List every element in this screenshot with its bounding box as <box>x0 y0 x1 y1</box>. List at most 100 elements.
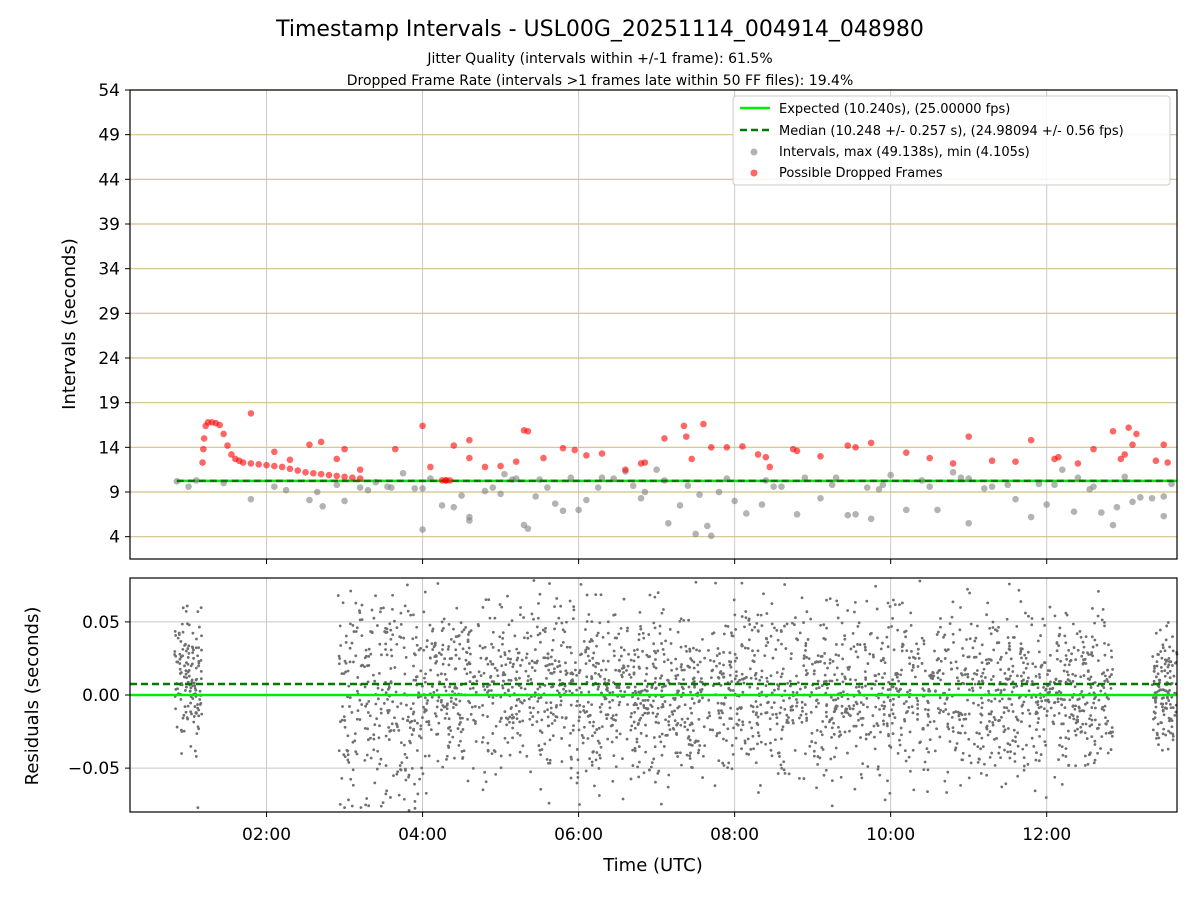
residual-point <box>410 719 414 723</box>
residual-point <box>355 752 359 756</box>
residual-point <box>439 672 443 676</box>
residual-point <box>644 723 647 727</box>
residual-point <box>722 737 725 741</box>
residual-point <box>686 728 690 732</box>
residual-point <box>431 627 435 631</box>
residual-point <box>449 700 453 703</box>
residual-point <box>549 711 553 715</box>
residual-point <box>688 738 692 742</box>
residual-point <box>187 674 191 678</box>
residual-point <box>991 620 995 624</box>
residual-point <box>909 624 913 627</box>
residual-point <box>893 716 897 720</box>
intervals-points <box>173 410 1177 540</box>
residual-point <box>399 768 403 772</box>
interval-point <box>637 494 645 502</box>
residual-point <box>518 613 522 617</box>
residual-point <box>553 605 556 609</box>
residual-point <box>1168 689 1171 692</box>
residual-point <box>198 703 202 706</box>
residual-point <box>680 717 684 721</box>
residual-point <box>1093 718 1097 722</box>
intervals-ytick-label: 29 <box>98 304 120 324</box>
residual-point <box>918 741 922 745</box>
residual-point <box>690 659 694 662</box>
residual-point <box>1167 660 1171 663</box>
residual-point <box>1103 674 1107 678</box>
residual-point <box>626 685 629 689</box>
residual-point <box>726 727 730 731</box>
dropped-frame-point <box>583 452 590 459</box>
residual-point <box>389 681 393 685</box>
residual-point <box>790 652 793 656</box>
residual-point <box>1027 614 1030 618</box>
residual-point <box>1019 650 1023 653</box>
residual-point <box>1168 669 1172 673</box>
residual-point <box>917 656 921 660</box>
residual-point <box>755 711 758 715</box>
residual-point <box>594 758 598 762</box>
residual-point <box>504 663 508 667</box>
residual-point <box>642 636 646 640</box>
residual-point <box>343 806 346 810</box>
residual-point <box>754 761 758 765</box>
residual-point <box>662 745 666 748</box>
residual-point <box>614 668 618 672</box>
residual-point <box>646 707 650 711</box>
residual-point <box>954 710 958 714</box>
residual-point <box>600 691 603 695</box>
residual-point <box>659 802 663 806</box>
residual-point <box>597 672 601 676</box>
residual-point <box>717 709 720 713</box>
residual-point <box>452 640 456 644</box>
residual-point <box>395 642 399 646</box>
residual-point <box>997 719 1000 723</box>
residual-point <box>942 710 945 713</box>
residual-point <box>771 656 775 660</box>
residual-point <box>951 726 955 729</box>
residual-point <box>399 623 403 626</box>
residual-point <box>1063 663 1067 667</box>
residual-point <box>1064 654 1068 657</box>
residual-point <box>536 710 540 714</box>
residual-point <box>410 733 414 737</box>
residual-point <box>538 685 542 689</box>
residual-point <box>984 658 988 662</box>
residual-point <box>181 630 185 634</box>
residual-point <box>834 698 838 702</box>
residual-point <box>821 720 825 723</box>
residual-point <box>751 659 755 663</box>
residual-point <box>358 618 362 622</box>
residual-point <box>1089 675 1093 679</box>
residual-point <box>946 648 950 651</box>
residual-point <box>772 701 776 705</box>
residual-point <box>764 644 768 648</box>
residual-point <box>582 639 586 643</box>
residual-point <box>741 723 745 727</box>
residual-point <box>732 598 736 602</box>
residual-point <box>341 601 345 605</box>
residual-point <box>883 661 887 665</box>
residual-point <box>1012 686 1016 689</box>
residual-point <box>1165 624 1169 628</box>
dropped-frame-point <box>294 467 302 474</box>
residual-point <box>759 784 762 787</box>
residual-point <box>440 708 443 712</box>
residual-point <box>859 701 863 704</box>
residual-point <box>345 748 349 752</box>
residual-point <box>1013 752 1017 756</box>
residual-point <box>812 669 816 673</box>
residual-point <box>749 676 753 680</box>
residual-point <box>947 712 950 716</box>
residual-point <box>713 784 717 788</box>
interval-point <box>758 501 766 508</box>
residual-point <box>197 646 201 650</box>
residual-point <box>903 719 907 723</box>
residual-point <box>898 603 901 607</box>
residual-point <box>496 674 500 678</box>
residual-point <box>192 681 196 685</box>
residual-point <box>494 772 498 776</box>
residual-point <box>683 703 687 707</box>
residual-point <box>448 685 452 689</box>
residual-point <box>830 804 834 808</box>
